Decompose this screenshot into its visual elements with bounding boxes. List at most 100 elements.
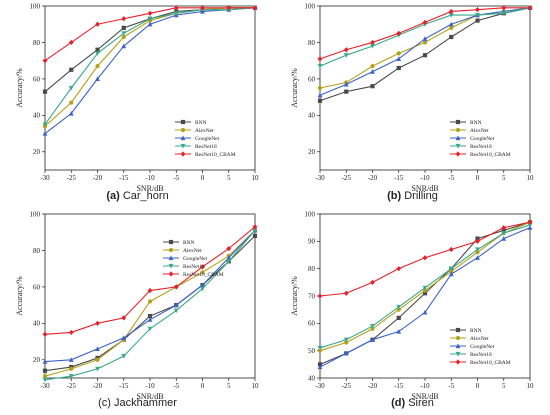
data-point — [252, 233, 258, 238]
data-point — [343, 290, 349, 296]
legend-item-resnet10-cbam: ResNet10_CBAM — [163, 271, 224, 278]
data-point — [422, 53, 428, 58]
data-point — [252, 224, 258, 230]
y-axis: 20 40 60 80 100 — [30, 210, 45, 364]
x-tick-label: 10 — [527, 382, 535, 390]
legend-label: ResNet10_CBAM — [183, 272, 224, 278]
data-point — [95, 320, 100, 326]
data-point — [449, 269, 454, 274]
legend-label: RNN — [195, 120, 207, 126]
data-point — [121, 25, 126, 30]
legend-label: GoogleNet — [183, 256, 208, 262]
x-tick-label: -30 — [315, 382, 325, 390]
plot-frame — [44, 5, 256, 171]
x-tick-label: -20 — [368, 382, 378, 390]
data-point — [226, 259, 232, 264]
y-tick-label: 80 — [308, 39, 316, 47]
x-tick-label: -10 — [145, 382, 155, 390]
data-point — [317, 85, 323, 91]
data-point — [317, 293, 323, 299]
legend-item-resnet10-cbam: ResNet10_CBAM — [175, 151, 236, 158]
data-point — [449, 34, 454, 40]
data-point — [147, 299, 153, 304]
x-tick-label: 0 — [201, 382, 205, 390]
caption-name: Drilling — [404, 190, 438, 202]
legend-swatch-marker — [455, 335, 461, 341]
data-point — [317, 345, 323, 351]
data-point — [396, 266, 402, 272]
legend-item-resnet18: ResNet18 — [450, 351, 492, 358]
y-tick-label: 100 — [305, 210, 316, 218]
x-tick-label: -5 — [448, 382, 454, 390]
y-tick-label: 20 — [33, 148, 41, 156]
legend-item-rnn: RNN — [450, 327, 482, 334]
y-tick-label: 50 — [308, 347, 316, 355]
plot-frame — [319, 213, 531, 379]
legend-swatch-marker — [180, 119, 186, 125]
legend-item-resnet18: ResNet18 — [163, 263, 205, 270]
data-point — [68, 329, 74, 336]
x-tick-label: -20 — [93, 382, 103, 390]
data-point — [317, 362, 323, 367]
data-point — [344, 340, 349, 345]
series-line — [319, 7, 530, 60]
data-point — [226, 246, 232, 252]
legend-label: AlexNet — [470, 128, 489, 134]
data-point — [69, 366, 74, 371]
y-tick-label: 40 — [308, 374, 316, 382]
data-point — [252, 5, 258, 11]
x-tick-label: -5 — [173, 382, 179, 390]
data-point — [42, 377, 48, 383]
x-tick-label: -15 — [394, 174, 404, 182]
data-point — [42, 58, 48, 64]
x-tick-label: 5 — [227, 382, 231, 390]
series-googlenet — [42, 5, 258, 136]
x-tick-label: -25 — [342, 174, 352, 182]
data-point — [68, 85, 74, 91]
data-point — [317, 98, 323, 103]
y-axis: 20 40 60 80 100 — [30, 2, 45, 156]
data-point — [69, 100, 74, 105]
caption-name: Car_horn — [122, 190, 169, 202]
data-point — [501, 11, 507, 16]
data-point — [343, 47, 349, 53]
series-line — [319, 227, 531, 368]
legend: RNN AlexNet GoogleNet ResNet18 ResNet10_CBAM — [450, 327, 511, 366]
data-point — [475, 247, 480, 253]
x-tick-label: -30 — [40, 174, 50, 182]
chart-panel-siren: -30 -25 -20 -15 -10 -5 0 5 10 40 50 60 70 80 90 100 SNR/… — [275, 208, 550, 415]
x-tick-label: -20 — [93, 174, 103, 182]
data-point — [422, 40, 428, 45]
legend-item-googlenet: GoogleNet — [450, 135, 495, 142]
legend-swatch-marker — [168, 247, 174, 253]
data-point — [121, 335, 127, 341]
x-tick-label: -30 — [315, 174, 325, 182]
legend: RNN AlexNet GoogleNet ResNet18 ResNet10_CBAM — [175, 119, 236, 158]
caption-letter: (d) — [391, 397, 406, 409]
chart-panel-car-horn: -30 -25 -20 -15 -10 -5 0 5 10 20 40 60 80 100 SNR/dB Ac… — [0, 0, 275, 208]
legend-item-resnet10-cbam: ResNet10_CBAM — [450, 151, 511, 158]
data-point — [69, 67, 74, 72]
y-tick-label: 40 — [33, 320, 41, 328]
legend-label: ResNet18 — [470, 352, 492, 358]
plot-frame — [44, 213, 256, 379]
legend-item-resnet18: ResNet18 — [450, 143, 492, 150]
x-tick-label: -5 — [173, 174, 179, 182]
data-point — [147, 16, 153, 22]
data-point — [317, 348, 323, 353]
data-point — [317, 64, 323, 69]
legend: RNN AlexNet GoogleNet ResNet18 ResNet10_CBAM — [163, 239, 224, 278]
y-tick-label: 100 — [30, 210, 41, 218]
caption-name: Jackhammer — [113, 397, 177, 409]
data-point — [68, 111, 74, 116]
legend-item-resnet10-cbam: ResNet10_CBAM — [450, 359, 511, 366]
legend-swatch-marker — [180, 127, 186, 133]
y-tick-label: 80 — [33, 39, 41, 47]
legend-label: RNN — [470, 328, 482, 334]
data-point — [343, 81, 349, 87]
x-tick-label: 10 — [252, 174, 260, 182]
data-point — [147, 313, 153, 319]
series-rnn — [317, 220, 533, 367]
data-point — [343, 53, 349, 58]
y-tick-label: 60 — [308, 75, 316, 83]
